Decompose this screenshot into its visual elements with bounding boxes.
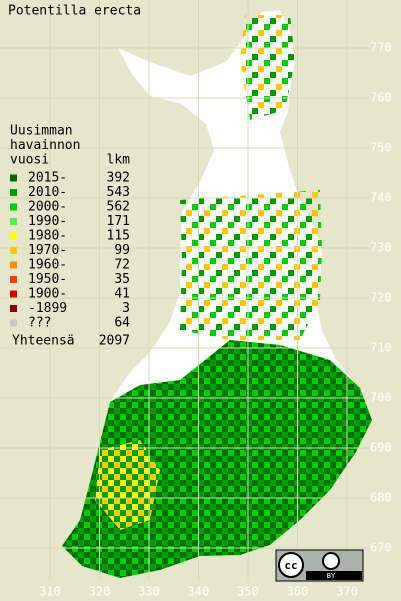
legend-count: 115: [107, 229, 130, 244]
x-tick-label: 340: [188, 585, 210, 599]
legend-label: ???: [28, 316, 51, 331]
legend-label: 1900-: [28, 287, 67, 302]
legend-label: 1950-: [28, 272, 67, 287]
legend-swatch: [10, 290, 17, 298]
legend-count: 41: [114, 287, 130, 302]
legend-header: Uusimman: [10, 124, 73, 139]
x-tick-label: 310: [39, 585, 61, 599]
legend-label: -1899: [28, 301, 67, 316]
legend-count: 543: [107, 185, 130, 200]
y-tick-label: 770: [370, 41, 392, 55]
y-tick-label: 710: [370, 341, 392, 355]
legend-swatch: [10, 305, 17, 312]
legend-label: 1990-: [28, 214, 67, 229]
legend-swatch: [10, 189, 17, 196]
legend-count: 562: [107, 200, 130, 215]
license-badge: cc BY: [275, 549, 364, 582]
legend-count: 3: [122, 301, 130, 316]
total-label: Yhteensä: [12, 334, 75, 349]
x-tick-label: 330: [138, 585, 160, 599]
y-tick-label: 670: [370, 541, 392, 555]
y-tick-label: 700: [370, 391, 392, 405]
legend-swatch: [10, 218, 17, 225]
legend-label: 2000-: [28, 200, 67, 215]
legend-header: vuosi: [10, 153, 49, 168]
cc-label: cc: [284, 559, 297, 572]
legend-swatch: [10, 174, 17, 182]
legend-count: 72: [114, 258, 130, 273]
y-tick-label: 720: [370, 291, 392, 305]
x-tick-label: 360: [287, 585, 309, 599]
legend-label: 2010-: [28, 185, 67, 200]
x-tick-label: 370: [336, 585, 358, 599]
y-tick-label: 690: [370, 441, 392, 455]
y-tick-label: 750: [370, 141, 392, 155]
legend-swatch: [10, 247, 17, 254]
legend-swatch: [10, 232, 17, 240]
observations-north: [240, 15, 295, 120]
y-tick-label: 760: [370, 91, 392, 105]
observations-middle: [180, 190, 322, 340]
observations-southwest: [95, 440, 160, 530]
legend-label: 1980-: [28, 229, 67, 244]
by-label: BY: [327, 572, 336, 580]
legend-label: 2015-: [28, 171, 67, 186]
legend-count: 171: [107, 214, 130, 229]
legend-count: 392: [107, 171, 130, 186]
legend-swatch: [10, 203, 17, 211]
legend-swatch: [10, 319, 17, 327]
x-tick-label: 350: [237, 585, 259, 599]
total-count: 2097: [99, 334, 130, 349]
legend-count: 99: [114, 243, 130, 258]
legend-count-header: lkm: [107, 153, 131, 168]
legend-label: 1970-: [28, 243, 67, 258]
legend-label: 1960-: [28, 258, 67, 273]
legend-count: 64: [114, 316, 130, 331]
legend-header: havainnon: [10, 138, 80, 153]
legend-count: 35: [114, 272, 130, 287]
y-tick-label: 740: [370, 191, 392, 205]
x-tick-label: 320: [89, 585, 111, 599]
grid: [0, 0, 370, 580]
legend-swatch: [10, 276, 17, 283]
y-tick-label: 730: [370, 241, 392, 255]
legend-swatch: [10, 261, 17, 269]
title: Potentilla erecta: [8, 4, 141, 19]
y-tick-label: 680: [370, 491, 392, 505]
